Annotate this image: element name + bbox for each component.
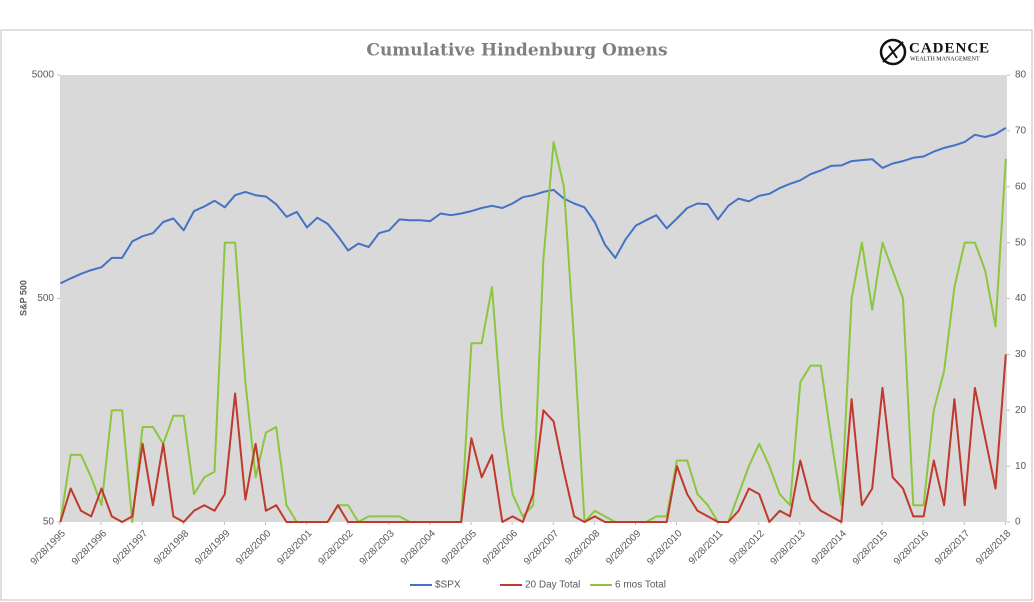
y-tick-label: 50	[43, 517, 55, 528]
y2-tick-label: 70	[1015, 126, 1027, 137]
y2-tick-label: 60	[1015, 181, 1027, 192]
legend-label: 6 mos Total	[615, 580, 666, 591]
y-tick-label: 5000	[32, 70, 55, 81]
y2-tick-label: 30	[1015, 349, 1027, 360]
y2-tick-label: 50	[1015, 237, 1027, 248]
y2-tick-label: 10	[1015, 461, 1027, 472]
legend-label: 20 Day Total	[525, 580, 580, 591]
chart-title: Cumulative Hindenburg Omens	[366, 41, 667, 61]
logo-tagline: WEALTH MANAGEMENT	[910, 56, 980, 62]
y-axis-label: S&P 500	[18, 280, 28, 316]
series-line	[59, 141, 1007, 523]
y2-tick-label: 40	[1015, 293, 1027, 304]
logo-icon	[879, 38, 907, 66]
series-line	[59, 354, 1007, 523]
y2-tick-label: 20	[1015, 405, 1027, 416]
y2-tick-label: 0	[1015, 517, 1021, 528]
logo-icon-lines	[882, 41, 904, 63]
legend-label: $SPX	[435, 580, 461, 591]
plot-area	[60, 75, 1007, 522]
y2-tick-label: 80	[1015, 70, 1027, 81]
y-tick-label: 500	[37, 293, 54, 304]
series-line	[59, 127, 1007, 285]
logo-name: CADENCE	[909, 40, 990, 56]
logo: CADENCE WEALTH MANAGEMENT	[879, 38, 990, 66]
